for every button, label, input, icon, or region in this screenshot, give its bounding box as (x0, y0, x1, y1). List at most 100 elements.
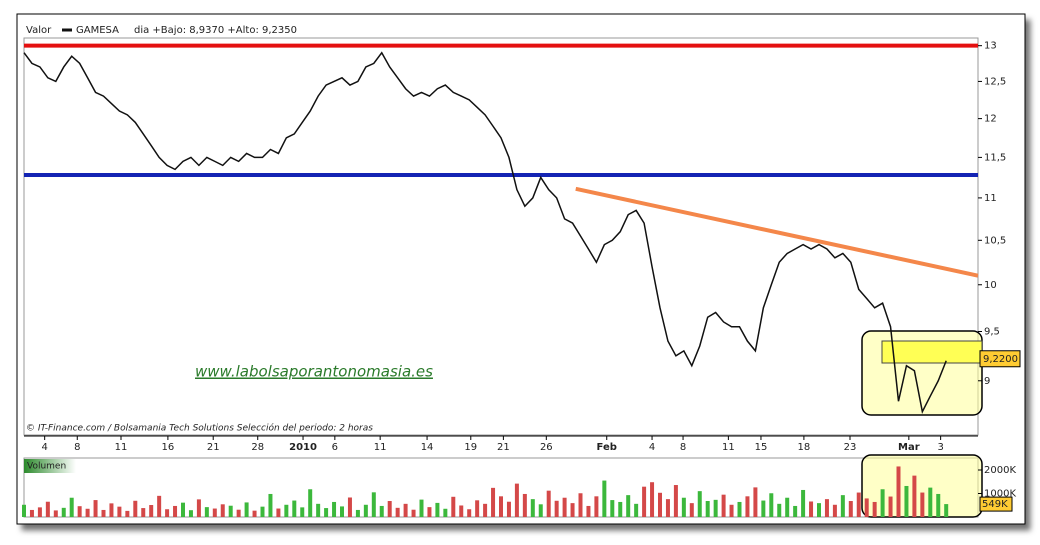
volume-bar (562, 497, 567, 517)
volume-bar (848, 501, 853, 517)
volume-bar (713, 499, 718, 517)
x-tick-label: 21 (207, 442, 220, 453)
volume-bar (196, 499, 201, 517)
volume-bar (506, 501, 511, 517)
source: © IT-Finance.com / Bolsamania Tech Solut… (26, 423, 373, 434)
subtitle: dia +Bajo: 8,9370 +Alto: 9,2350 (134, 25, 297, 36)
volume-bar (475, 500, 480, 517)
x-tick-label: 21 (497, 442, 510, 453)
volume-bar (856, 492, 861, 517)
volume-bar (363, 504, 368, 517)
volume-bar (721, 494, 726, 517)
last-price-label: 9,2200 (983, 354, 1018, 365)
volume-bar (689, 503, 694, 517)
y-tick-label: 1000K (984, 488, 1016, 499)
volume-bar (228, 505, 233, 517)
volume-bar (347, 497, 352, 517)
volume-bar (411, 509, 416, 517)
x-tick-label: 2010 (289, 442, 317, 453)
x-tick-label: 4 (41, 442, 47, 453)
volume-bar (117, 506, 122, 517)
volume-bar (586, 505, 591, 517)
volume-bar (944, 504, 949, 517)
x-tick-label: 11 (374, 442, 387, 453)
volume-bar (753, 487, 758, 517)
x-tick-label: 11 (115, 442, 128, 453)
volume-bar (37, 507, 42, 517)
volume-bar (928, 487, 933, 517)
volume-bar (212, 508, 217, 517)
watermark: www.labolsaporantonomasia.es (195, 363, 433, 381)
volume-bar (618, 501, 623, 517)
volume-bar (165, 509, 170, 517)
header-label: Valor (26, 25, 52, 36)
volume-bar (801, 489, 806, 517)
x-tick-label: 16 (162, 442, 175, 453)
volume-bar (793, 505, 798, 517)
volume-bar (642, 486, 647, 517)
x-tick-label: 19 (464, 442, 477, 453)
trend-line (575, 186, 979, 278)
volume-bar (141, 508, 146, 517)
volume-bar (387, 501, 392, 517)
x-tick-label: 23 (844, 442, 857, 453)
volume-bar (276, 508, 281, 517)
volume-bar (483, 503, 488, 517)
volume-bar (681, 497, 686, 517)
x-tick-label: 8 (74, 442, 80, 453)
volume-bar (578, 493, 583, 517)
legend-entry: GAMESA (76, 25, 119, 36)
y-tick-label: 9,5 (984, 326, 1000, 337)
y-tick-label: 12 (984, 114, 997, 125)
volume-bar (268, 493, 273, 517)
volume-bar (658, 492, 662, 517)
volume-bar (61, 507, 66, 517)
volume-bar (761, 500, 766, 517)
volume-bar (809, 501, 814, 517)
volume-bar (777, 503, 782, 517)
volume-bar (403, 503, 408, 517)
volume-bar (252, 510, 257, 517)
volume-bar (260, 506, 265, 517)
volume-bar (308, 489, 313, 517)
volume-bar (594, 496, 599, 517)
y-tick-label: 10 (984, 280, 997, 291)
volume-bar (817, 503, 821, 517)
volume-bar (840, 495, 845, 517)
volume-bar (896, 466, 901, 517)
volume-bar (920, 492, 925, 517)
volume-bar (634, 503, 639, 517)
volume-bar (236, 509, 241, 517)
volume-bar (626, 495, 631, 517)
volume-bar (284, 504, 289, 517)
volume-bar (332, 501, 337, 517)
volume-bar (133, 500, 138, 517)
volume-bar (570, 503, 575, 517)
volume-bar (427, 507, 432, 517)
volume-bar (109, 503, 114, 517)
volume-bar (538, 504, 543, 517)
volume-bar (737, 501, 742, 517)
volume-bar (125, 510, 130, 517)
volume-bar (204, 507, 209, 517)
volume-bar (22, 504, 26, 517)
x-tick-label: 14 (421, 442, 434, 453)
volume-bar (77, 506, 82, 517)
x-tick-label: 3 (937, 442, 943, 453)
volume-bar (45, 501, 50, 517)
volume-bar (769, 493, 774, 517)
volume-bar (101, 509, 106, 517)
volume-bar (220, 504, 225, 517)
volume-bar (729, 504, 734, 517)
volume-bar (324, 508, 329, 517)
volume-title: Volumen (27, 462, 66, 472)
volume-bar (419, 499, 424, 517)
volume-bar (880, 489, 885, 517)
volume-bar (181, 502, 185, 517)
volume-bar (443, 508, 448, 517)
x-tick-label: 8 (680, 442, 686, 453)
x-tick-label: 6 (332, 442, 338, 453)
volume-bar (29, 509, 34, 517)
volume-bar (395, 507, 400, 517)
